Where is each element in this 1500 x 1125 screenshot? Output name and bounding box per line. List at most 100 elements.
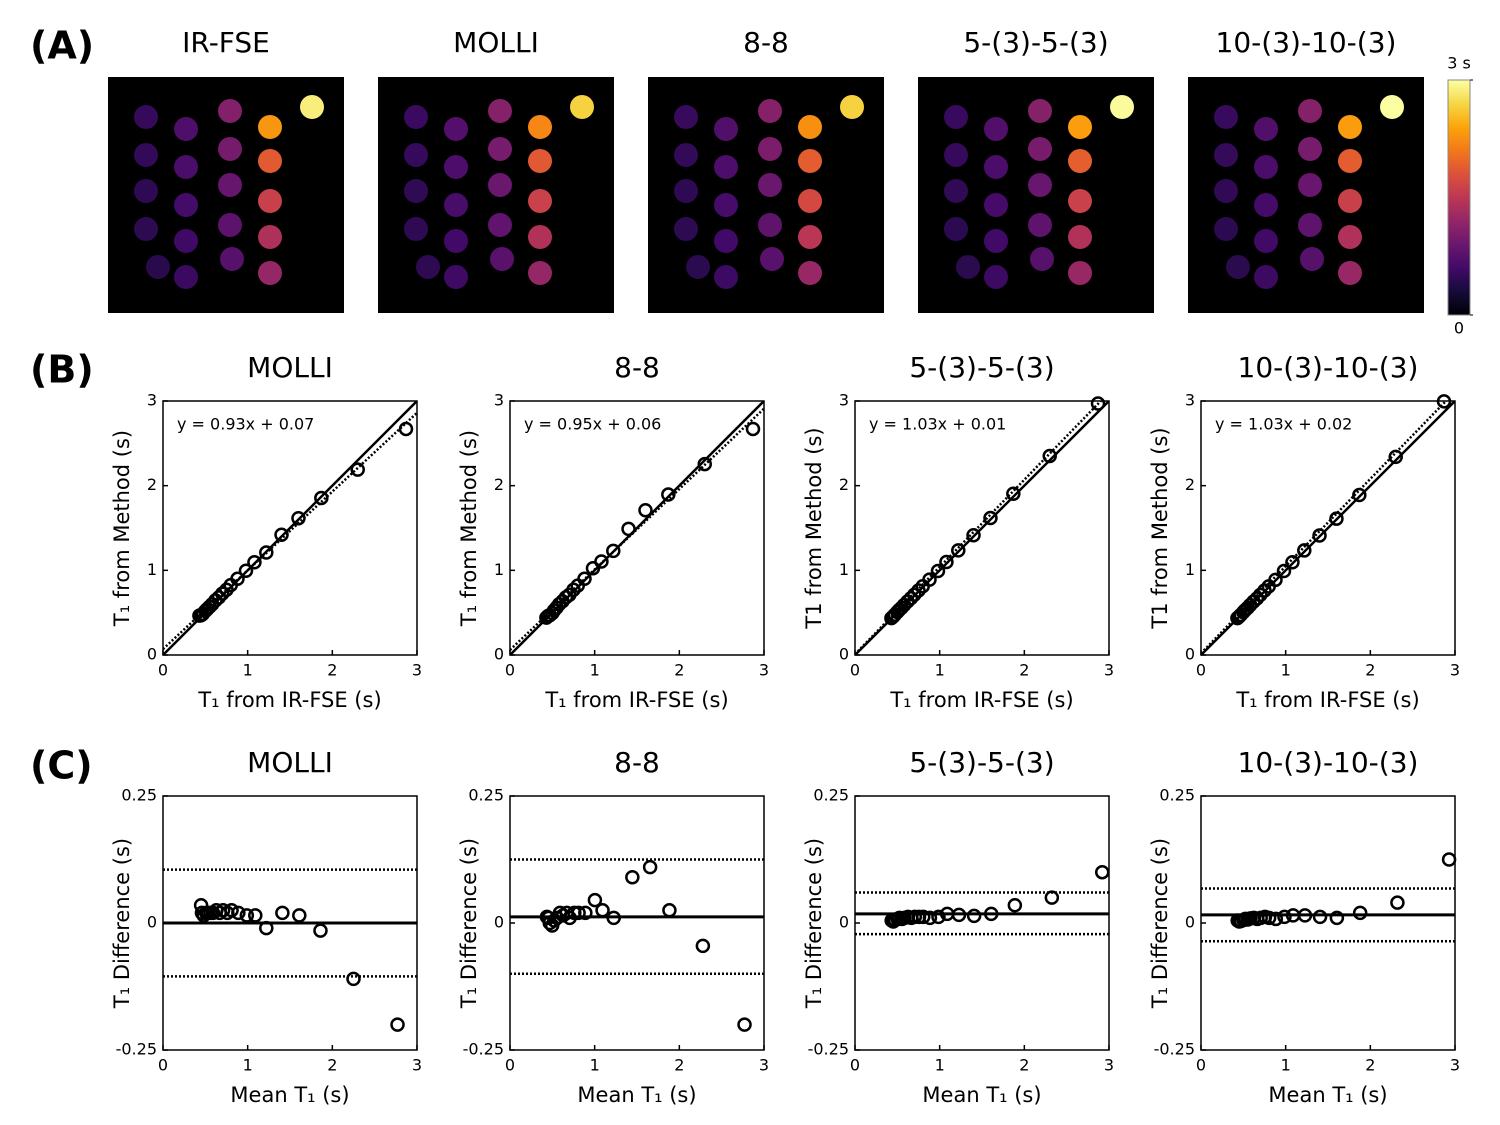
vial — [1068, 261, 1092, 285]
point — [1441, 852, 1457, 867]
y-tick-label: 1 — [1185, 560, 1195, 579]
vial — [570, 95, 594, 119]
vial — [1338, 149, 1362, 173]
chart-title: 5-(3)-5-(3) — [909, 746, 1054, 779]
vial — [1254, 155, 1278, 179]
vial — [798, 225, 822, 249]
vial — [1110, 95, 1134, 119]
vial — [1028, 213, 1052, 237]
vial — [798, 115, 822, 139]
point — [1042, 448, 1057, 464]
vial — [798, 189, 822, 213]
plot-frame — [1200, 400, 1456, 656]
point — [1268, 911, 1284, 927]
vial — [174, 229, 198, 253]
vial — [714, 117, 738, 141]
point — [966, 908, 982, 924]
x-tick-label: 0 — [1196, 661, 1206, 680]
vial — [1338, 261, 1362, 285]
x-tick-label: 3 — [1450, 661, 1460, 680]
equation: y = 1.03x + 0.02 — [1215, 415, 1352, 434]
point — [247, 555, 262, 570]
equation: y = 1.03x + 0.01 — [869, 415, 1006, 434]
vial — [488, 213, 512, 237]
vial — [1254, 193, 1278, 217]
vial — [1254, 265, 1278, 289]
point — [1277, 909, 1292, 925]
vial — [134, 217, 158, 241]
point — [930, 563, 946, 579]
vial — [218, 173, 242, 197]
panel-label: (A) — [30, 24, 94, 68]
y-tick-label: 0 — [494, 913, 504, 932]
x-tick-label: 1 — [935, 661, 945, 680]
point — [606, 910, 621, 926]
vial — [984, 155, 1008, 179]
point — [259, 920, 274, 936]
vial — [444, 193, 468, 217]
x-tick-label: 2 — [1019, 661, 1029, 680]
point — [259, 545, 274, 560]
point — [951, 907, 967, 923]
point — [1329, 910, 1345, 926]
point — [314, 490, 329, 506]
vial — [444, 229, 468, 253]
point — [230, 571, 245, 587]
point — [951, 543, 966, 558]
vial — [1068, 115, 1092, 139]
vial — [218, 137, 242, 161]
vial — [758, 213, 782, 237]
point — [1007, 897, 1023, 913]
map-title: MOLLI — [453, 26, 539, 59]
point — [275, 905, 290, 921]
x-axis-label: Mean T₁ (s) — [577, 1083, 696, 1107]
point — [1268, 572, 1283, 588]
x-axis-label: T₁ from IR-FSE (s) — [889, 688, 1073, 712]
vial — [134, 179, 158, 203]
plot-frame — [854, 795, 1110, 1051]
vial — [488, 99, 512, 123]
point — [1312, 528, 1327, 543]
point — [1285, 555, 1300, 570]
x-tick-label: 0 — [505, 1056, 515, 1075]
vial — [220, 247, 244, 271]
map-title: 8-8 — [743, 26, 789, 59]
vial — [1214, 105, 1238, 129]
vial — [984, 229, 1008, 253]
vial — [1214, 179, 1238, 203]
vial — [944, 105, 968, 129]
x-tick-label: 1 — [1281, 661, 1291, 680]
vial — [134, 143, 158, 167]
vial — [528, 115, 552, 139]
vial — [174, 117, 198, 141]
colorbar-label: 3 s — [1447, 54, 1471, 73]
x-tick-label: 1 — [590, 1056, 600, 1075]
point — [1006, 486, 1021, 501]
chart-title: MOLLI — [247, 746, 333, 779]
point — [274, 527, 289, 543]
y-tick-label: 0.25 — [813, 786, 849, 805]
vial — [944, 179, 968, 203]
plot-frame — [1200, 795, 1456, 1051]
vial — [1068, 225, 1092, 249]
vial — [1214, 143, 1238, 167]
map-title: 10-(3)-10-(3) — [1216, 26, 1397, 59]
y-tick-label: 3 — [839, 391, 849, 410]
vial — [1298, 137, 1322, 161]
vial — [444, 155, 468, 179]
vial — [1214, 217, 1238, 241]
point — [966, 528, 981, 543]
point — [931, 909, 946, 925]
vial — [1298, 99, 1322, 123]
point — [1297, 908, 1313, 923]
x-tick-label: 2 — [327, 1056, 337, 1075]
vial — [714, 265, 738, 289]
y-tick-label: 2 — [147, 475, 157, 494]
point — [398, 421, 414, 437]
vial — [1380, 95, 1404, 119]
point — [911, 583, 926, 598]
point — [1261, 910, 1277, 926]
point — [350, 462, 365, 477]
y-axis-label: T1 from Method (s) — [802, 427, 826, 629]
y-axis-label: T₁ Difference (s) — [110, 838, 134, 1009]
